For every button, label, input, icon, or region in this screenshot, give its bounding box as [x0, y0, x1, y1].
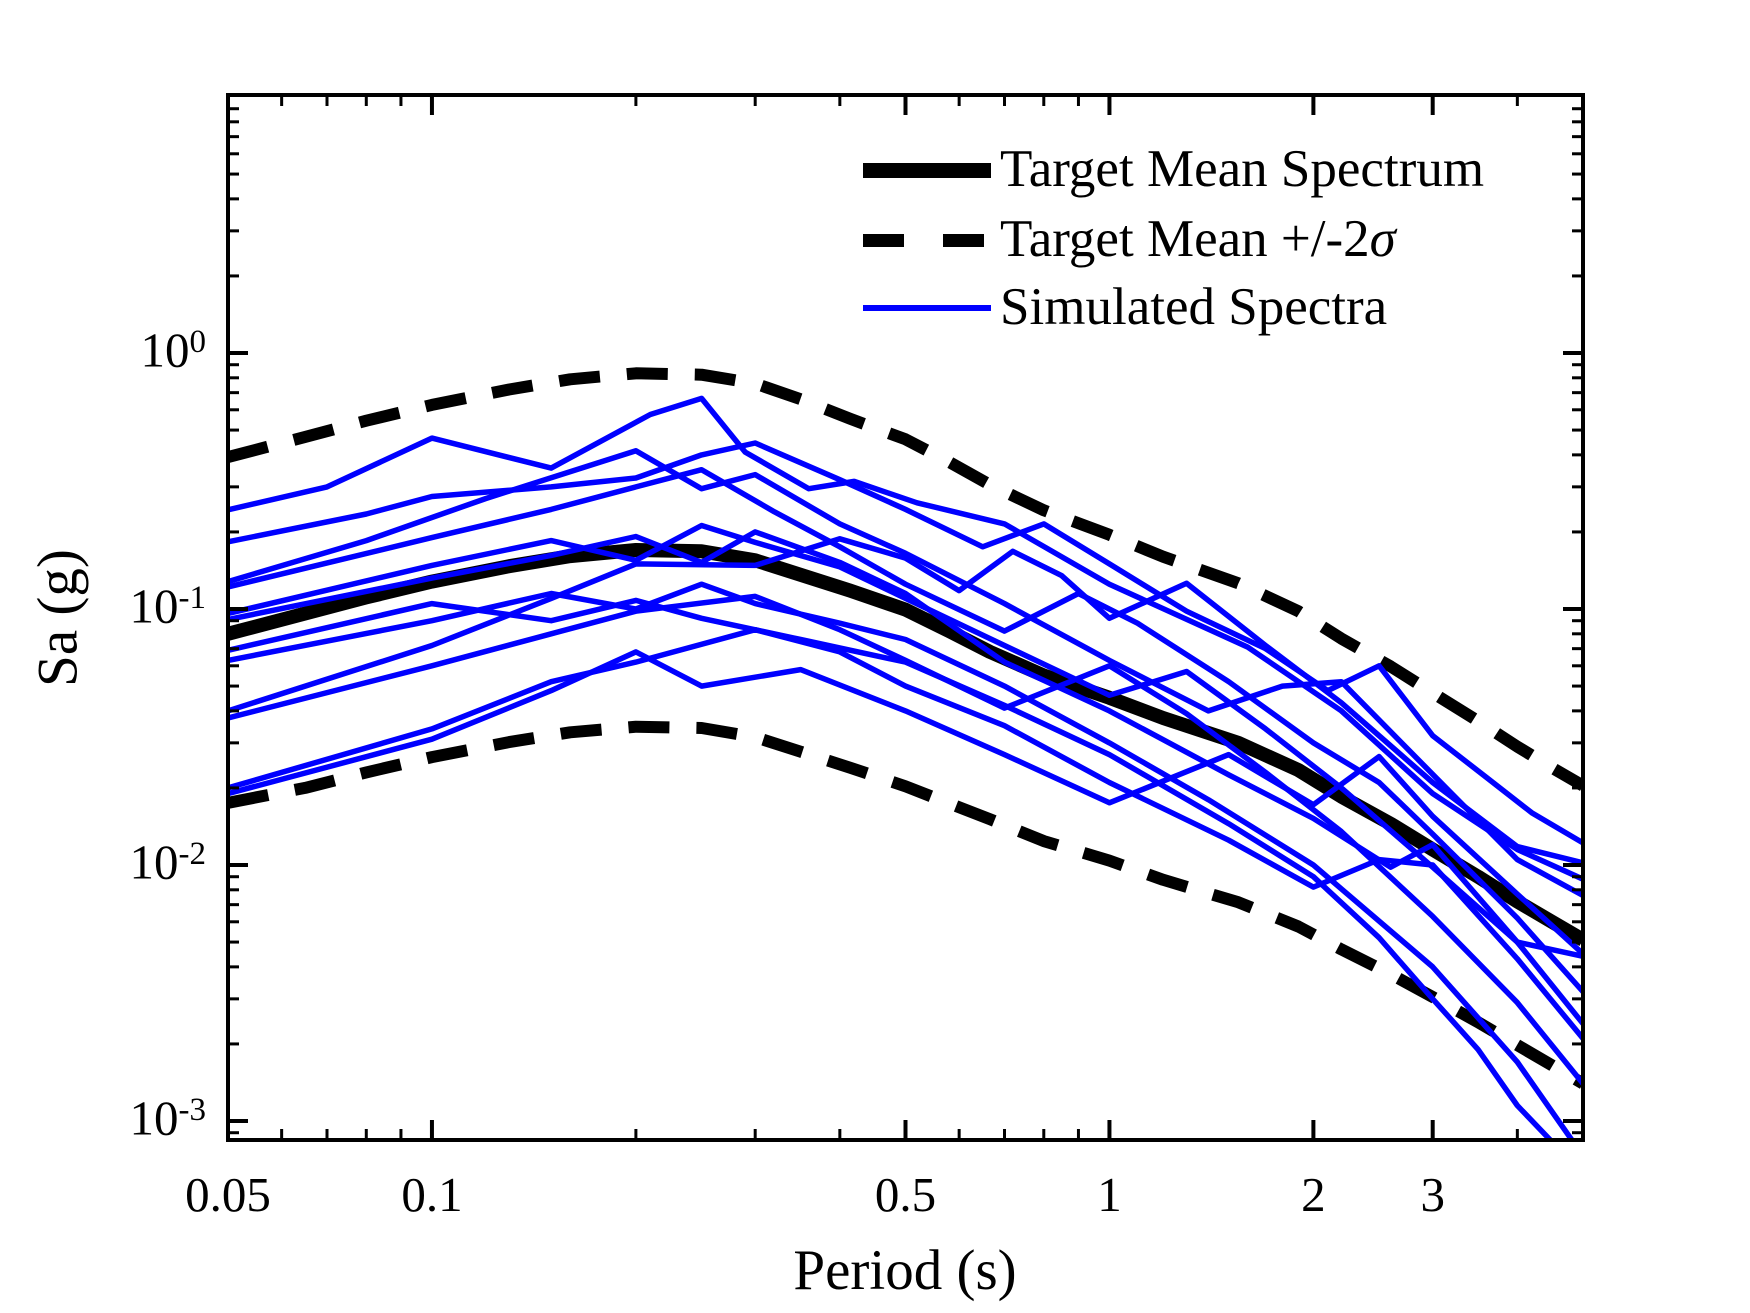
legend-dashed-line-sample — [863, 233, 991, 247]
x-tick-label: 0.1 — [401, 1167, 463, 1222]
y-tick-label: 10-2 — [129, 834, 207, 890]
legend-item-label: Target Mean Spectrum — [1000, 140, 1485, 198]
y-tick-label: 10-3 — [129, 1090, 207, 1146]
simulated-spectrum-line — [228, 448, 1583, 898]
x-tick-label: 0.05 — [185, 1167, 271, 1222]
simulated-spectrum-line — [228, 536, 1583, 866]
simulated-spectrum-line — [228, 522, 1583, 959]
legend-item-label: Target Mean +/-2σ — [1000, 210, 1396, 268]
simulated-spectrum-line — [228, 597, 1555, 1140]
x-tick-label: 3 — [1420, 1167, 1445, 1222]
simulated-spectrum-line — [228, 529, 1583, 1026]
y-tick-label: 100 — [140, 322, 207, 378]
x-tick-label: 0.5 — [874, 1167, 937, 1222]
target-plus-2sigma-curve — [228, 367, 1583, 791]
simulated-spectrum-line — [228, 440, 1583, 846]
curves-group — [228, 367, 1583, 1140]
target-mean-curve — [228, 543, 1583, 946]
legend-solid-thin-line-sample — [863, 305, 991, 311]
legend-item-label: Simulated Spectra — [1000, 278, 1388, 336]
x-axis-title: Period (s) — [793, 1239, 1017, 1302]
simulated-spectrum-line — [228, 466, 1583, 994]
x-tick-label: 2 — [1301, 1167, 1326, 1222]
legend-solid-thick-line-sample — [863, 162, 991, 178]
simulated-spectrum-line — [228, 581, 1576, 1140]
tick-marks-group — [226, 95, 1583, 1140]
simulated-spectrum-line — [228, 395, 1583, 882]
simulated-spectrum-line — [228, 593, 1583, 1086]
x-tick-label: 1 — [1097, 1167, 1122, 1222]
simulated-spectrum-line — [228, 649, 1583, 956]
y-tick-label: 10-1 — [129, 578, 207, 634]
simulated-spectrum-line — [228, 626, 1583, 1041]
